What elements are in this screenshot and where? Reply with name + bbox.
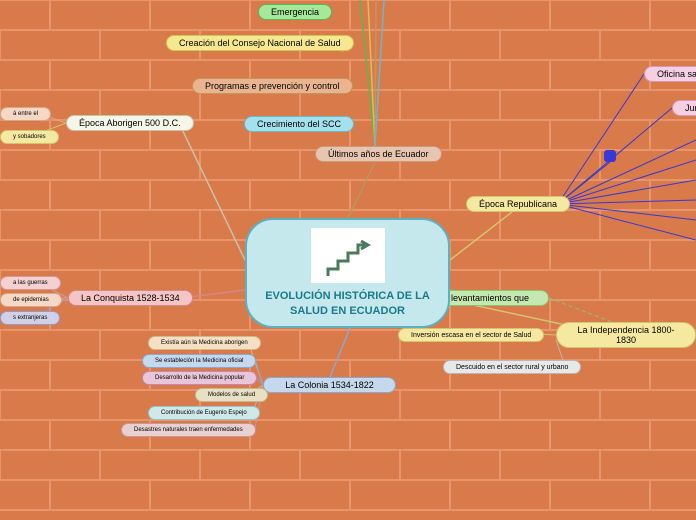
node-junta[interactable]: Junta bbox=[672, 100, 696, 116]
center-title: EVOLUCIÓN HISTÓRICA DE LA SALUD EN ECUAD… bbox=[255, 289, 440, 318]
blue-square bbox=[604, 150, 616, 162]
node-desastres[interactable]: Desastres naturales traen enfermedades bbox=[121, 423, 256, 437]
node-emergencia[interactable]: Emergencia bbox=[258, 4, 332, 20]
node-sobadores[interactable]: y sobadores bbox=[0, 130, 59, 144]
center-node[interactable]: EVOLUCIÓN HISTÓRICA DE LA SALUD EN ECUAD… bbox=[245, 218, 450, 328]
node-extranjeras[interactable]: s extranjeras bbox=[0, 311, 60, 325]
node-aborigen[interactable]: Época Aborigen 500 D.C. bbox=[66, 115, 194, 131]
node-establecio[interactable]: Se estableción la Medicina oficial bbox=[142, 354, 256, 368]
node-oficina[interactable]: Oficina sanita bbox=[644, 66, 696, 82]
node-conquista[interactable]: La Conquista 1528-1534 bbox=[68, 290, 193, 306]
node-contribucion[interactable]: Contribución de Eugenio Espejo bbox=[148, 406, 260, 420]
node-crecimiento[interactable]: Crecimiento del SCC bbox=[244, 116, 354, 132]
node-existia[interactable]: Existía aún la Medicina aborigen bbox=[148, 336, 261, 350]
node-republicana[interactable]: Época Republicana bbox=[466, 196, 570, 212]
node-ultimos[interactable]: Últimos años de Ecuador bbox=[315, 146, 442, 162]
node-guerras[interactable]: a las guerras bbox=[0, 276, 61, 290]
node-inversion[interactable]: Inversión escasa en el sector de Salud bbox=[398, 328, 544, 342]
node-modelos[interactable]: Modelos de salud bbox=[195, 388, 268, 402]
node-programas[interactable]: Programas e prevención y control bbox=[192, 78, 353, 94]
node-entre[interactable]: á entre el bbox=[0, 107, 51, 121]
node-creacion[interactable]: Creación del Consejo Nacional de Salud bbox=[166, 35, 354, 51]
stairs-icon bbox=[311, 228, 385, 283]
node-colonia[interactable]: La Colonia 1534-1822 bbox=[263, 377, 396, 393]
node-descuido[interactable]: Descuido en el sector rural y urbano bbox=[443, 360, 581, 374]
node-desarrollo[interactable]: Desarrollo de la Medicina popular bbox=[142, 371, 257, 385]
node-independencia[interactable]: La Independencia 1800-1830 bbox=[556, 322, 696, 348]
node-epidemias[interactable]: de epidemias bbox=[0, 293, 62, 307]
